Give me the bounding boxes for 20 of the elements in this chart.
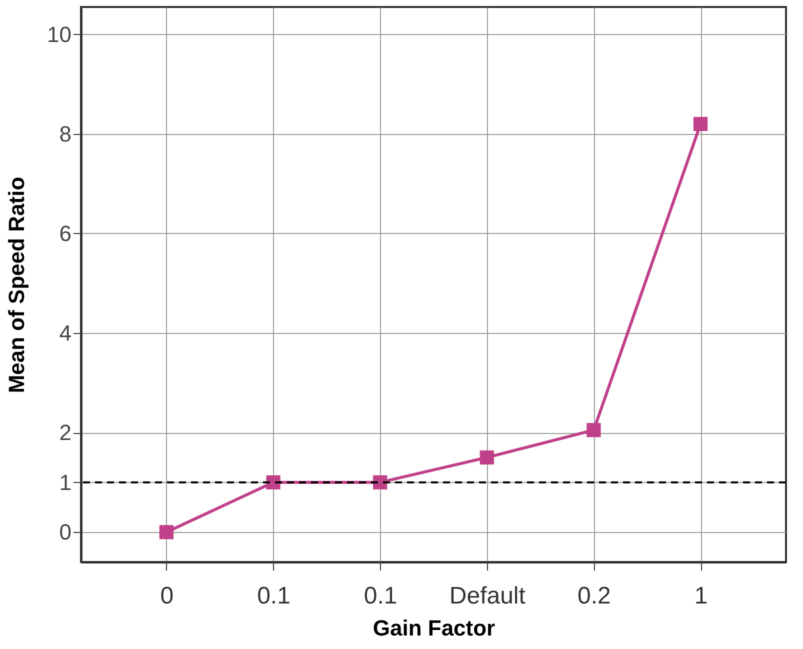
x-tick-label: 0.2 <box>578 582 611 610</box>
point <box>693 116 708 132</box>
x-tick-label: 0.1 <box>364 582 398 610</box>
point <box>586 423 601 438</box>
y-tick-label: 0 <box>59 520 72 545</box>
y-tick-label: 8 <box>59 121 72 146</box>
x-axis-title: Gain Factor <box>372 616 496 640</box>
point <box>266 475 280 490</box>
x-tick-label: 1 <box>694 582 708 610</box>
x-tick-label: 0 <box>160 582 174 610</box>
x-tick-label: 0.1 <box>257 582 290 610</box>
point <box>480 450 494 465</box>
y-tick-label: 2 <box>59 420 72 446</box>
y-tick-label: 1 <box>59 470 72 495</box>
y-tick-label: 4 <box>59 320 72 346</box>
y-axis-title: Mean of Speed Ratio <box>4 176 30 394</box>
y-tick-label: 10 <box>47 22 72 47</box>
x-tick-label: Default <box>449 582 526 610</box>
point <box>159 525 174 540</box>
y-tick-label: 6 <box>59 220 72 246</box>
